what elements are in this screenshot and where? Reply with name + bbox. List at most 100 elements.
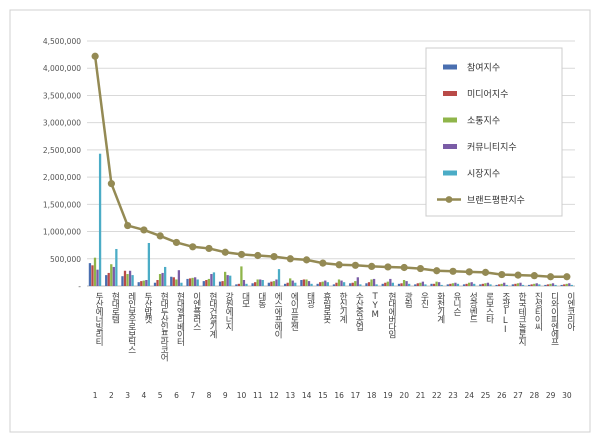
rank-label: 9: [223, 391, 228, 400]
x-tick-label: 강원에너지: [224, 292, 234, 332]
bar-4-23: [454, 282, 457, 286]
x-tick-label: 현대로템: [110, 292, 120, 324]
bar-4-16: [340, 280, 343, 286]
bar-2-29: [546, 284, 550, 286]
bar-2-7: [188, 278, 192, 286]
rank-label: 23: [448, 391, 458, 400]
bar-4-2: [112, 266, 115, 286]
bar-3-18: [370, 279, 373, 286]
bar-4-13: [291, 280, 294, 286]
line-point-21: [416, 264, 425, 273]
x-tick-label: 화천기계: [435, 292, 445, 325]
bar-1-27: [511, 284, 514, 286]
x-tick-label: 성광벤드: [468, 292, 478, 323]
bar-1-17: [349, 283, 352, 286]
line-point-28: [530, 272, 538, 280]
bar-3-14: [305, 279, 308, 286]
rank-label: 6: [174, 391, 179, 400]
bar-3-6: [175, 279, 178, 286]
line-point-5: [156, 232, 164, 240]
bar-4-9: [226, 275, 229, 286]
bar-4-17: [356, 277, 359, 286]
line-point-17: [351, 261, 359, 269]
bar-1-16: [332, 284, 336, 286]
line-point-23: [449, 267, 457, 275]
bar-4-19: [389, 278, 392, 286]
bar-2-21: [416, 283, 419, 286]
bar-series: [88, 153, 573, 286]
bar-5-17: [359, 284, 362, 286]
bar-5-2: [115, 248, 118, 286]
line-point-20: [400, 263, 408, 272]
x-tick-label: 현대두산인프라코어: [159, 292, 169, 363]
bar-2-26: [497, 284, 501, 286]
rank-label: 24: [464, 391, 474, 400]
x-tick-label: 이엔플러스: [191, 292, 201, 330]
bar-3-30: [565, 283, 568, 286]
bar-5-23: [456, 283, 460, 286]
bar-2-5: [156, 280, 159, 286]
bar-2-13: [286, 282, 289, 286]
line-point-29: [547, 273, 555, 281]
bar-5-11: [261, 280, 264, 286]
x-axis: 두산에너빌리티 1 현대로템 2 레인보우로보틱스 3 두산밥캣 4 현대두산인프라코어 5 현대엘…: [93, 291, 576, 400]
bar-4-26: [503, 282, 506, 286]
bar-4-6: [177, 270, 181, 286]
bar-5-22: [440, 284, 443, 286]
y-axis: - 500,000 1,000,000 1,500,000 2,000,000 2,500…: [43, 37, 81, 291]
bar-3-24: [468, 282, 471, 286]
rank-label: 1: [93, 391, 98, 400]
line-point-24: [465, 268, 473, 276]
x-tick-label: 현대엘리베이터: [175, 292, 185, 348]
bar-1-26: [495, 284, 498, 286]
line-point-3: [124, 221, 132, 230]
rank-label: 19: [383, 391, 393, 400]
line-point-7: [189, 243, 197, 251]
bar-1-2: [105, 275, 108, 286]
bar-3-4: [142, 280, 145, 286]
x-tick-label: TYM: [370, 292, 380, 319]
rank-label: 16: [334, 391, 344, 400]
rank-label: 26: [497, 391, 507, 400]
bar-4-8: [210, 274, 213, 286]
bar-5-30: [570, 284, 573, 286]
y-tick-label: 3,000,000: [43, 119, 81, 128]
x-tick-label: 에스에프에이: [273, 292, 283, 340]
y-tick-label: 1,000,000: [43, 228, 81, 237]
rank-label: 18: [367, 391, 377, 400]
bar-3-19: [386, 281, 389, 286]
bar-4-27: [519, 282, 522, 286]
bar-1-13: [283, 283, 287, 286]
legend-label: 소통지수: [467, 116, 500, 127]
x-tick-label: 현대에버다임: [386, 292, 396, 339]
bar-3-12: [272, 281, 276, 286]
bar-3-7: [191, 277, 194, 286]
bar-3-27: [516, 283, 520, 286]
bar-2-4: [140, 281, 143, 286]
bar-4-28: [535, 283, 538, 286]
bar-3-20: [402, 280, 406, 286]
rank-label: 27: [513, 391, 523, 400]
bar-1-10: [235, 284, 238, 286]
bar-2-30: [563, 284, 566, 286]
y-tick-label: 2,500,000: [43, 146, 81, 155]
bar-3-1: [93, 257, 97, 286]
bar-5-28: [538, 284, 541, 286]
rank-label: 5: [158, 391, 163, 400]
bar-1-18: [365, 283, 368, 286]
rank-label: 4: [142, 391, 147, 400]
bar-5-9: [229, 275, 232, 286]
rank-label: 13: [286, 391, 296, 400]
x-tick-label: 대동: [256, 292, 266, 309]
legend-swatch: [443, 117, 457, 123]
bar-1-20: [397, 283, 401, 286]
bar-1-8: [202, 281, 205, 286]
bar-5-14: [310, 283, 313, 286]
legend-label: 커뮤니티지수: [467, 142, 517, 153]
bar-1-23: [446, 284, 449, 286]
bar-2-20: [400, 283, 403, 286]
bar-5-19: [391, 282, 395, 286]
legend-swatch: [443, 64, 457, 70]
line-point-2: [107, 180, 115, 188]
